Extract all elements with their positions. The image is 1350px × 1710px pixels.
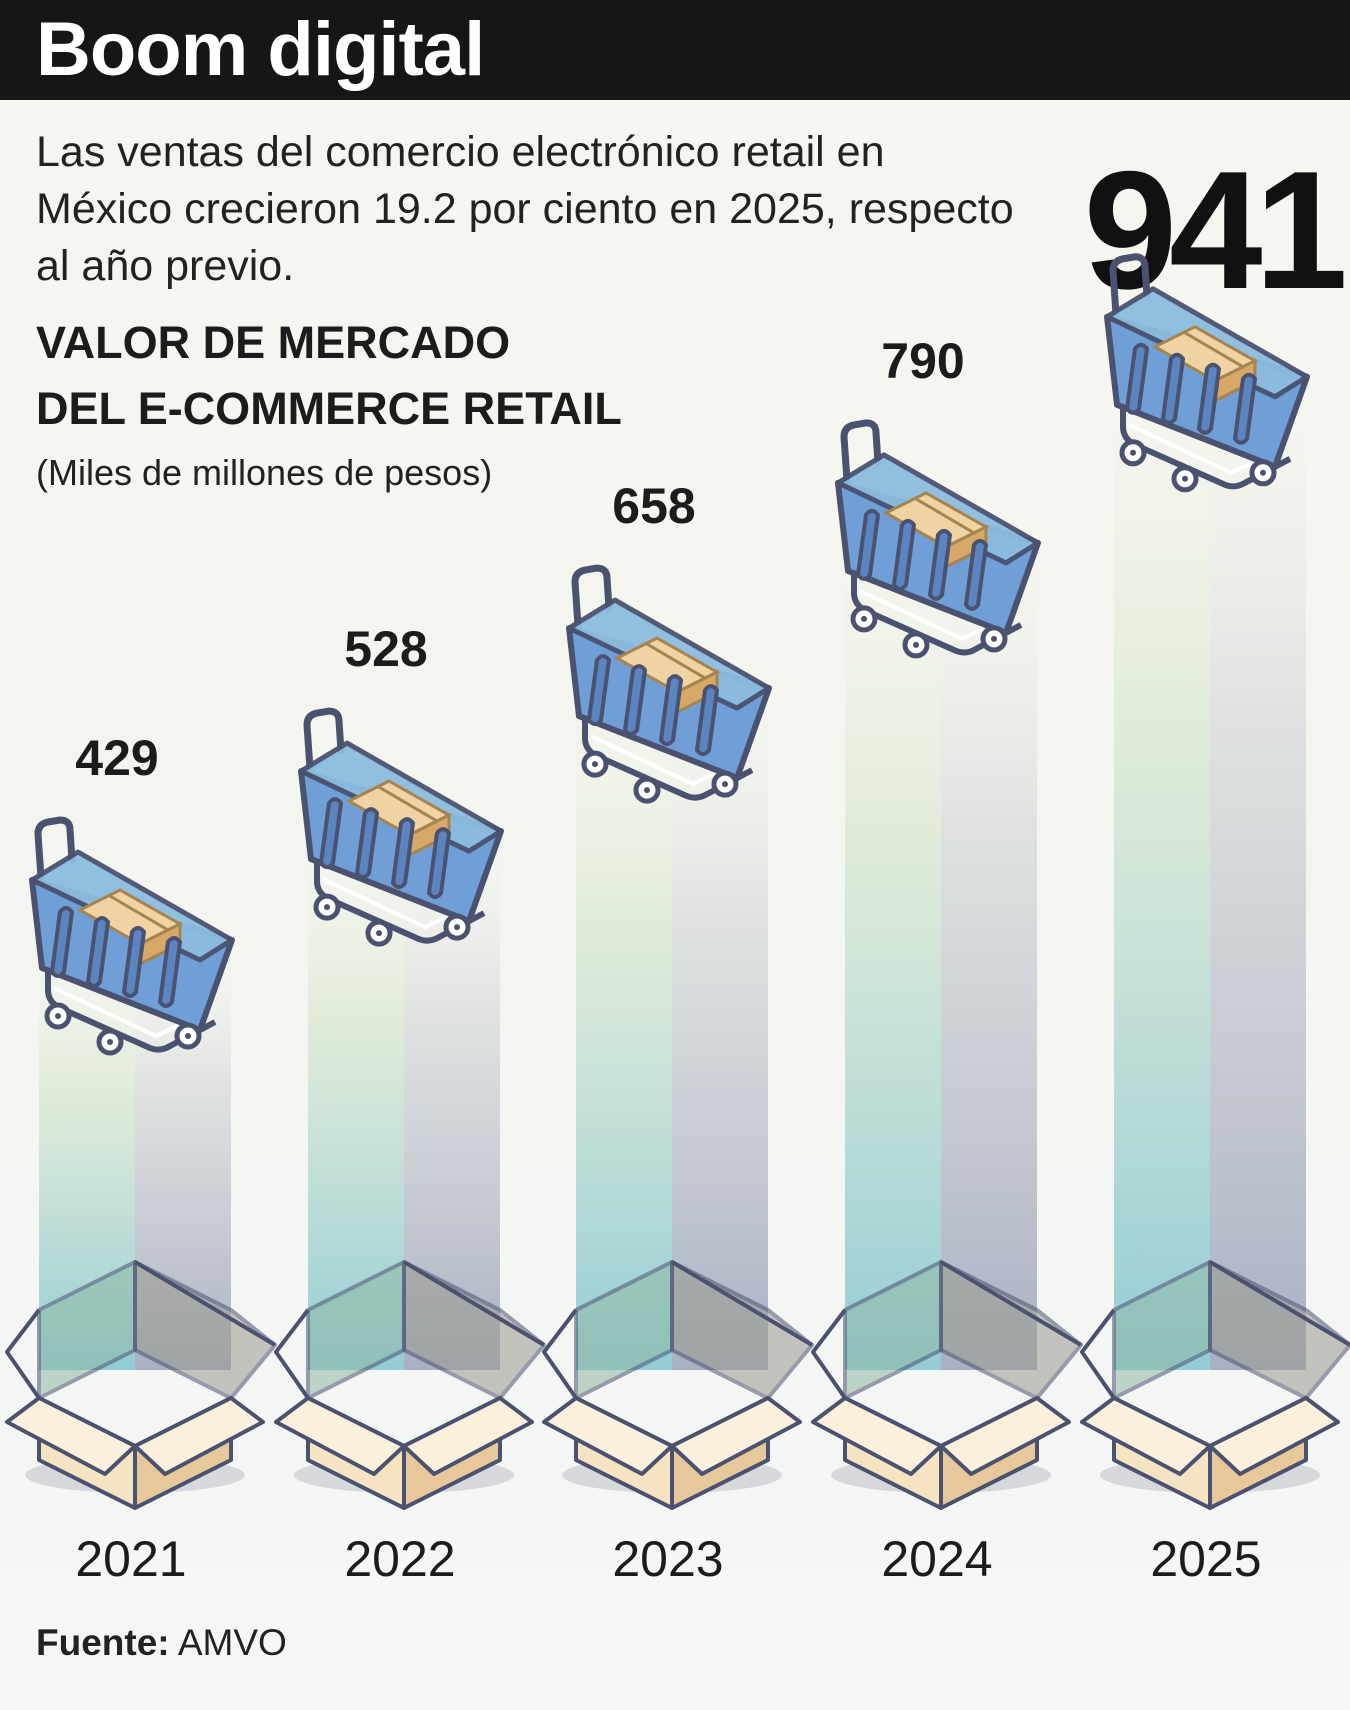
bar-group-2024: 790 2024 xyxy=(811,333,1083,1587)
source: Fuente: AMVO xyxy=(36,1622,287,1664)
box-icon xyxy=(542,1260,814,1510)
cart-icon xyxy=(566,564,772,804)
year-label-2021: 2021 xyxy=(75,1531,186,1587)
source-label: Fuente: xyxy=(36,1622,170,1663)
year-label-2023: 2023 xyxy=(612,1531,723,1587)
chart-title-line-2: DEL E-COMMERCE RETAIL xyxy=(36,383,622,434)
bar-group-2023: 658 2023 xyxy=(542,478,814,1587)
value-label-2022: 528 xyxy=(344,621,427,677)
box-icon xyxy=(811,1260,1083,1510)
chart-title: VALOR DE MERCADO DEL E-COMMERCE RETAIL xyxy=(36,310,622,442)
year-label-2025: 2025 xyxy=(1150,1531,1261,1587)
cart-icon xyxy=(298,707,504,947)
box-icon xyxy=(274,1260,546,1510)
box-icon xyxy=(1080,1260,1350,1510)
box-icon xyxy=(5,1260,277,1510)
chart-units: (Miles de millones de pesos) xyxy=(36,452,493,493)
header-bar: Boom digital xyxy=(0,0,1350,100)
value-label-2023: 658 xyxy=(612,478,695,534)
bar-beam-left-2024 xyxy=(845,542,941,1370)
source-name: AMVO xyxy=(177,1622,287,1663)
bar-beam-right-2023 xyxy=(672,688,768,1370)
value-label-2021: 429 xyxy=(75,730,158,786)
bar-beam-left-2023 xyxy=(576,688,672,1370)
cart-icon xyxy=(1104,253,1310,493)
chart-title-line-1: VALOR DE MERCADO xyxy=(36,317,511,368)
bar-group-2021: 429 2021 xyxy=(5,730,277,1587)
cart-icon xyxy=(835,419,1041,659)
value-label-2024: 790 xyxy=(881,333,964,389)
intro-text: Las ventas del comercio electrónico reta… xyxy=(36,128,1014,290)
highlight-number: 941 xyxy=(1083,136,1348,324)
cart-icon xyxy=(29,816,235,1056)
bar-beam-right-2025 xyxy=(1210,376,1306,1370)
year-label-2022: 2022 xyxy=(344,1531,455,1587)
bar-group-2022: 528 2022 xyxy=(274,621,546,1587)
bar-beam-right-2024 xyxy=(941,542,1037,1370)
year-label-2024: 2024 xyxy=(881,1531,992,1587)
bar-beam-left-2025 xyxy=(1114,376,1210,1370)
page-title: Boom digital xyxy=(36,7,485,92)
bar-group-2025: 2025 xyxy=(1080,253,1350,1587)
